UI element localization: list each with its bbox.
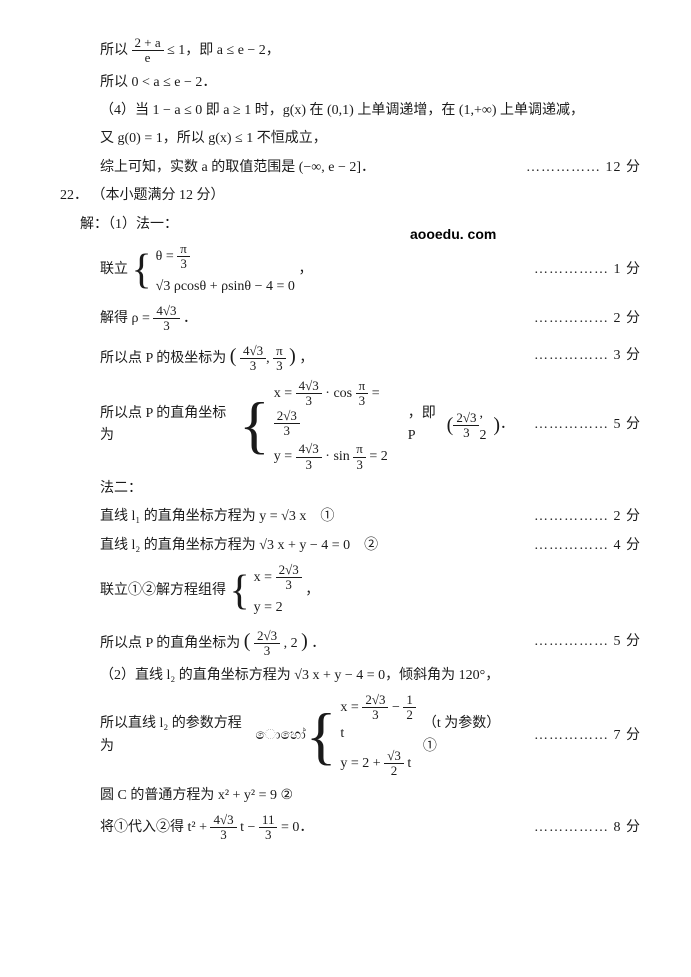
text: ， [298, 262, 312, 277]
system-brace: { θ = π 3 √3 ρcosθ + ρsinθ − 4 = 0 [132, 242, 295, 298]
text: − [392, 700, 403, 715]
text: 所以点 P 的直角坐标为 [100, 403, 239, 448]
text: 联立 [100, 262, 128, 277]
line-10: 法二： [60, 478, 641, 500]
line-3: （4）当 1 − a ≤ 0 即 a ≥ 1 时，g(x) 在 (0,1) 上单… [60, 100, 641, 122]
score: …………… 5 分 [514, 631, 641, 653]
line-16: 所以直线 l₂ 的参数方程为ොහෝ { x = 2√33 − 12 t y = … [60, 693, 641, 779]
text: · sin [325, 449, 350, 464]
line-1: 所以 2 + a e ≤ 1，即 a ≤ e − 2， [60, 36, 641, 66]
score: …………… 2 分 [514, 308, 641, 330]
question-title: （本小题满分 12 分） [92, 188, 225, 203]
text: ，即 P [408, 403, 447, 448]
text: 所以 0 < a ≤ e − 2． [100, 75, 216, 90]
text: 联立①②解方程组得 [100, 583, 226, 598]
text: · cos [325, 386, 352, 401]
text: t [407, 756, 411, 771]
line-6: 联立 { θ = π 3 √3 ρcosθ + ρsinθ − 4 = 0 ， … [60, 242, 641, 298]
line-13: 联立①②解方程组得 { x = 2√33 y = 2 ， [60, 563, 641, 619]
line-15: （2）直线 l₂ 的直角坐标方程为 √3 x + y − 4 = 0，倾斜角为 … [60, 665, 641, 687]
text: 所以 [100, 43, 128, 58]
frac: π 3 [273, 344, 286, 374]
line-12: 直线 l₂ 的直角坐标方程为 √3 x + y − 4 = 0 ② …………… … [60, 535, 641, 557]
text: 圆 C 的普通方程为 x² + y² = 9 ② [100, 788, 293, 803]
line-7: 解得 ρ = 4√3 3 ． …………… 2 分 [60, 304, 641, 334]
text: （t 为参数）① [423, 713, 514, 758]
line-11: 直线 l₁ 的直角坐标方程为 y = √3 x ① …………… 2 分 [60, 506, 641, 528]
text: （4）当 1 − a ≤ 0 即 a ≥ 1 时，g(x) 在 (0,1) 上单… [100, 103, 584, 118]
text: 所以直线 l₂ 的参数方程为 [100, 713, 255, 758]
q22-head: 22． （本小题满分 12 分） [60, 185, 641, 207]
text: ≤ 1，即 a ≤ e − 2， [167, 43, 280, 58]
page: aooedu. com 所以 2 + a e ≤ 1，即 a ≤ e − 2， … [0, 0, 691, 977]
line-2: 所以 0 < a ≤ e − 2． [60, 72, 641, 94]
text: 直线 l₁ 的直角坐标方程为 y = √3 x ① [100, 509, 334, 524]
text: 所以点 P 的极坐标为 [100, 351, 226, 366]
text: （2）直线 l₂ 的直角坐标方程为 √3 x + y − 4 = 0，倾斜角为 … [100, 668, 499, 683]
watermark: aooedu. com [410, 223, 496, 245]
score: …………… 1 分 [514, 259, 641, 281]
line-8: 所以点 P 的极坐标为 ( 4√3 3 , π 3 ) ， …………… 3 分 [60, 340, 641, 374]
frac: π 3 [177, 242, 190, 272]
system-brace: { x = 2√33 − 12 t y = 2 + √32 t [306, 693, 423, 779]
text: = 0． [281, 820, 313, 835]
score: …………… 8 分 [514, 817, 641, 839]
text: ， [305, 583, 319, 598]
text: 综上可知，实数 a 的取值范围是 (−∞, e − 2]． [100, 160, 375, 175]
text: ， [299, 351, 313, 366]
system-brace: { x = 4√33 · cos π3 = 2√33 y = 4√33 · si… [239, 379, 408, 472]
text: ． [500, 414, 514, 436]
score: …………… 5 分 [514, 414, 641, 436]
line-18: 将①代入②得 t² + 4√33 t − 113 = 0． …………… 8 分 [60, 813, 641, 843]
text: θ = [156, 249, 178, 264]
text: = [372, 386, 380, 401]
text: √3 ρcosθ + ρsinθ − 4 = 0 [156, 276, 295, 298]
text: 解得 ρ = [100, 311, 153, 326]
frac: 4√3 3 [240, 344, 266, 374]
text: = 2 [369, 449, 387, 464]
text: y = [274, 449, 296, 464]
text: 法二： [100, 481, 142, 496]
text: 又 g(0) = 1，所以 g(x) ≤ 1 不恒成立， [100, 131, 327, 146]
frac: 4√3 3 [153, 304, 179, 334]
text: , 2 [479, 403, 493, 448]
score: …………… 12 分 [506, 157, 641, 179]
text: t [340, 726, 344, 741]
system-brace: { x = 2√33 y = 2 [230, 563, 302, 619]
text: t − [240, 820, 259, 835]
text: x = [340, 700, 362, 715]
text: 所以点 P 的直角坐标为 [100, 636, 240, 651]
question-number: 22． [60, 185, 88, 207]
text: 直线 l₂ 的直角坐标方程为 √3 x + y − 4 = 0 ② [100, 538, 378, 553]
text: , 2 [284, 636, 298, 651]
score: …………… 2 分 [514, 506, 641, 528]
q22-sol-head: 解：（1）法一： [60, 214, 641, 236]
text: 将①代入②得 t² + [100, 820, 210, 835]
score: …………… 7 分 [514, 725, 641, 747]
text: 解：（1）法一： [80, 217, 178, 232]
frac: 2 + a e [132, 36, 164, 66]
text: x = [274, 386, 296, 401]
line-17: 圆 C 的普通方程为 x² + y² = 9 ② [60, 785, 641, 807]
text: x = [254, 570, 276, 585]
text: y = 2 [254, 597, 302, 619]
text: y = 2 + [340, 756, 384, 771]
text: ． [311, 636, 325, 651]
score: …………… 4 分 [514, 535, 641, 557]
text: ． [183, 311, 197, 326]
line-4: 又 g(0) = 1，所以 g(x) ≤ 1 不恒成立， [60, 128, 641, 150]
score: …………… 3 分 [514, 345, 641, 367]
line-9: 所以点 P 的直角坐标为 { x = 4√33 · cos π3 = 2√33 … [60, 379, 641, 472]
line-5: 综上可知，实数 a 的取值范围是 (−∞, e − 2]． …………… 12 分 [60, 157, 641, 179]
line-14: 所以点 P 的直角坐标为 ( 2√33 , 2 ) ． …………… 5 分 [60, 625, 641, 659]
